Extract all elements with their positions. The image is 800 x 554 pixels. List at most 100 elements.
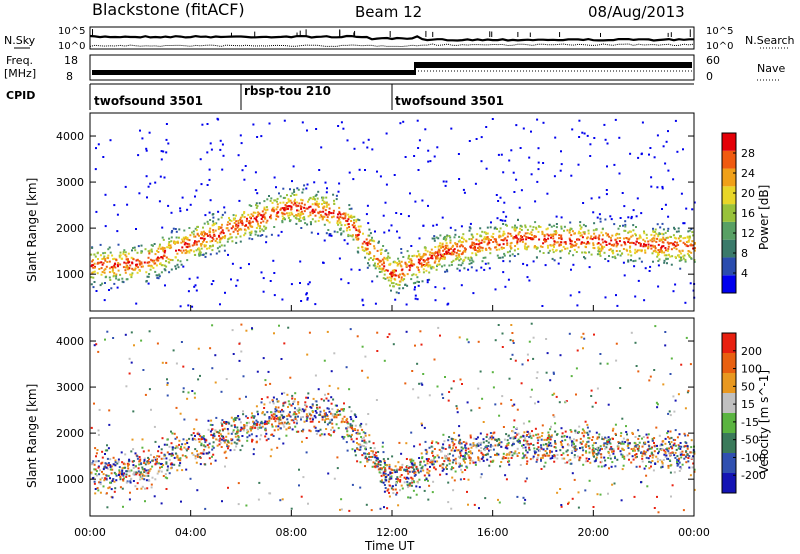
echo-mark <box>662 383 665 386</box>
echo-mark <box>447 302 450 305</box>
echo-mark <box>137 245 140 248</box>
echo-mark <box>414 281 417 284</box>
range-tick-label: 1000 <box>56 268 84 281</box>
echo-mark <box>258 227 261 230</box>
echo-mark <box>674 119 677 122</box>
echo-mark <box>523 431 526 434</box>
echo-mark <box>424 128 427 131</box>
echo-mark <box>504 285 507 288</box>
echo-mark <box>508 463 511 466</box>
echo-mark <box>260 426 263 429</box>
echo-mark <box>275 186 277 189</box>
echo-mark <box>203 233 206 236</box>
echo-mark <box>185 448 187 450</box>
echo-mark <box>373 465 376 468</box>
echo-mark <box>158 245 161 248</box>
echo-mark <box>250 225 253 228</box>
echo-mark <box>241 213 244 216</box>
echo-mark <box>377 463 380 466</box>
echo-mark <box>494 288 497 291</box>
echo-mark <box>522 238 525 241</box>
echo-mark <box>277 406 280 409</box>
echo-mark <box>187 250 190 253</box>
echo-mark <box>530 130 532 133</box>
echo-mark <box>306 353 309 356</box>
echo-mark <box>132 466 135 469</box>
echo-mark <box>282 196 285 199</box>
echo-mark <box>102 485 105 488</box>
echo-mark <box>374 262 376 265</box>
echo-mark <box>553 259 556 262</box>
echo-mark <box>198 254 201 257</box>
echo-mark <box>520 435 523 438</box>
echo-mark <box>115 273 118 276</box>
echo-mark <box>158 469 161 472</box>
echo-mark <box>528 340 531 343</box>
echo-mark <box>314 203 317 206</box>
echo-mark <box>185 237 188 240</box>
echo-mark <box>101 450 104 453</box>
echo-mark <box>354 227 357 230</box>
echo-mark <box>185 456 188 459</box>
echo-mark <box>334 413 337 416</box>
echo-mark <box>445 242 448 245</box>
echo-mark <box>311 420 314 423</box>
echo-mark <box>476 436 479 439</box>
echo-mark <box>399 467 402 470</box>
echo-mark <box>655 232 658 235</box>
echo-mark <box>261 422 264 425</box>
echo-mark <box>294 392 297 395</box>
echo-mark <box>521 457 524 460</box>
echo-mark <box>686 236 689 239</box>
echo-mark <box>227 429 230 432</box>
echo-mark <box>520 229 523 231</box>
echo-mark <box>518 206 521 209</box>
echo-mark <box>529 458 532 461</box>
echo-mark <box>459 452 462 455</box>
echo-mark <box>321 203 323 206</box>
echo-mark <box>554 446 557 449</box>
echo-mark <box>431 452 434 454</box>
echo-mark <box>372 257 375 260</box>
echo-mark <box>250 205 253 207</box>
echo-mark <box>114 461 117 464</box>
echo-mark <box>136 263 139 266</box>
echo-mark <box>396 230 398 233</box>
echo-mark <box>663 261 666 264</box>
echo-mark <box>165 488 168 490</box>
echo-mark <box>689 282 692 285</box>
echo-mark <box>663 259 666 262</box>
echo-mark <box>447 458 450 460</box>
echo-mark <box>415 493 418 496</box>
echo-mark <box>540 447 543 450</box>
echo-mark <box>544 264 547 267</box>
echo-mark <box>275 398 278 401</box>
echo-mark <box>683 457 686 460</box>
echo-mark <box>453 236 456 239</box>
echo-mark <box>560 435 563 438</box>
echo-mark <box>560 241 563 244</box>
echo-mark <box>328 384 331 387</box>
echo-mark <box>121 487 124 490</box>
echo-mark <box>380 481 383 484</box>
echo-mark <box>254 422 257 425</box>
echo-mark <box>270 233 273 236</box>
echo-mark <box>657 285 660 288</box>
echo-mark <box>433 254 436 257</box>
echo-mark <box>244 165 247 167</box>
echo-mark <box>471 244 474 247</box>
echo-mark <box>166 383 169 386</box>
echo-mark <box>467 478 470 481</box>
echo-mark <box>437 326 440 329</box>
echo-mark <box>106 506 109 509</box>
echo-mark <box>521 240 524 243</box>
nave-label: Nave <box>757 62 785 75</box>
echo-mark <box>606 440 609 443</box>
echo-mark <box>588 458 591 460</box>
echo-mark <box>211 249 214 252</box>
echo-mark <box>535 377 538 379</box>
echo-mark <box>122 478 124 481</box>
echo-mark <box>500 246 503 249</box>
echo-mark <box>418 253 420 256</box>
echo-mark <box>395 269 397 272</box>
